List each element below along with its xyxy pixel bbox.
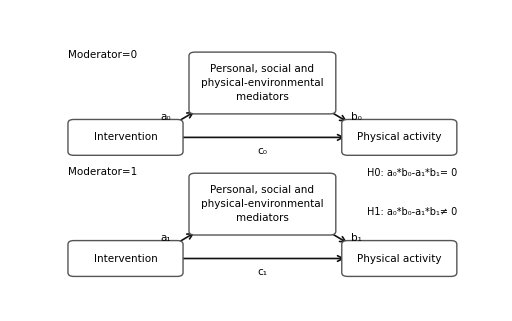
Text: a₁: a₁ (161, 233, 172, 243)
Text: Physical activity: Physical activity (357, 254, 441, 264)
Text: Intervention: Intervention (94, 254, 157, 264)
FancyBboxPatch shape (68, 240, 183, 276)
Text: Physical activity: Physical activity (357, 132, 441, 143)
Text: Intervention: Intervention (94, 132, 157, 143)
Text: H1: a₀*b₀-a₁*b₁≠ 0: H1: a₀*b₀-a₁*b₁≠ 0 (367, 206, 457, 217)
Text: Personal, social and
physical-environmental
mediators: Personal, social and physical-environmen… (201, 185, 324, 223)
Text: c₀: c₀ (258, 146, 267, 156)
FancyBboxPatch shape (342, 119, 457, 155)
Text: Moderator=0: Moderator=0 (68, 50, 137, 60)
Text: c₁: c₁ (258, 267, 267, 277)
FancyBboxPatch shape (342, 240, 457, 276)
FancyBboxPatch shape (68, 119, 183, 155)
FancyBboxPatch shape (189, 52, 336, 114)
Text: b₀: b₀ (351, 112, 362, 122)
Text: H0: a₀*b₀-a₁*b₁= 0: H0: a₀*b₀-a₁*b₁= 0 (367, 168, 457, 178)
Text: a₀: a₀ (161, 112, 172, 122)
FancyBboxPatch shape (189, 173, 336, 235)
Text: Personal, social and
physical-environmental
mediators: Personal, social and physical-environmen… (201, 64, 324, 102)
Text: b₁: b₁ (351, 233, 362, 243)
Text: Moderator=1: Moderator=1 (68, 167, 137, 177)
